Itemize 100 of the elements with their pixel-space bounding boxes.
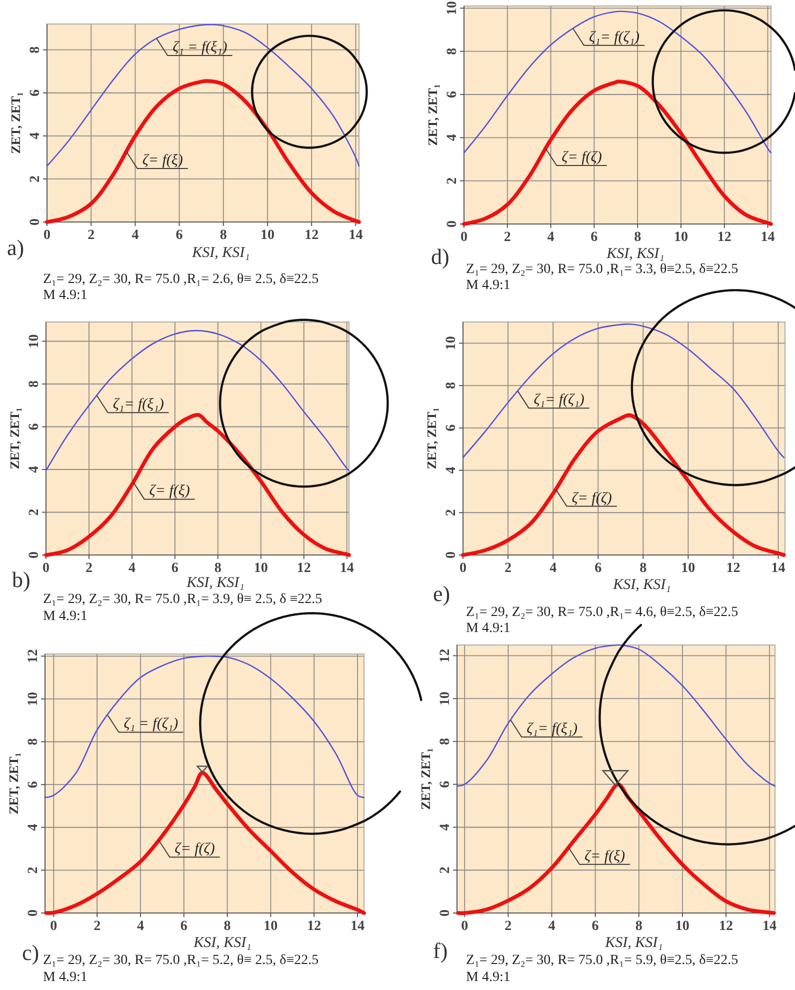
x-tick-label: 2 <box>85 560 92 576</box>
x-tick-label: 4 <box>128 560 136 576</box>
x-tick-label: 2 <box>504 230 511 245</box>
x-tick-label: 8 <box>224 918 231 934</box>
y-tick-label: 2 <box>444 509 459 516</box>
text: Z₁= 29, Z₂= 30, R= 75.0 ,R₁= 5.9, θ≡2.5, δ≡22.5 <box>466 953 738 968</box>
text: b) <box>12 567 30 592</box>
x-tick-label: 14 <box>771 560 786 576</box>
x-tick-label: 12 <box>296 560 311 576</box>
series-label: ζ₁ = f(ζ₁) <box>124 716 178 732</box>
series-label: ζ= f(ξ) <box>142 152 183 169</box>
y-tick-label: 10 <box>26 692 41 706</box>
text: M 4.9:1 <box>43 288 88 303</box>
x-tick-label: 2 <box>88 228 95 243</box>
x-tick-label: 14 <box>340 560 354 576</box>
series-label: ζ₁= f(ξ₁) <box>526 721 578 738</box>
x-tick-label: 14 <box>350 918 364 934</box>
text: c) <box>22 940 40 965</box>
series-label: ζ₁= f(ξ₁) <box>112 396 164 413</box>
y-tick-label: 0 <box>26 910 41 916</box>
x-axis-title: KSI, KSI₁ <box>612 577 671 593</box>
x-tick-label: 6 <box>590 230 598 245</box>
series-label: ζ₁= f(ζ₁) <box>534 392 584 408</box>
x-tick-label: 14 <box>348 228 363 243</box>
y-tick-label: 2 <box>27 508 42 516</box>
x-tick-label: 8 <box>634 230 642 245</box>
text: a) <box>7 235 24 260</box>
y-axis-title: ZET, ZET₁ <box>424 408 439 470</box>
series-label: ζ= f(ξ) <box>149 483 190 500</box>
series-label: ζ= f(ζ) <box>572 490 612 506</box>
x-tick-label: 2 <box>504 560 512 576</box>
text: M 4.9:1 <box>43 970 88 985</box>
x-tick-label: 12 <box>304 228 319 243</box>
x-tick-label: 10 <box>260 228 274 243</box>
x-tick-label: 6 <box>171 560 178 576</box>
x-axis-title: KSI, KSI₁ <box>604 935 663 951</box>
y-tick-label: 10 <box>27 334 42 348</box>
x-tick-label: 8 <box>220 228 227 243</box>
x-tick-label: 4 <box>132 228 139 243</box>
x-axis-title: KSI, KSI₁ <box>606 246 664 262</box>
y-tick-label: 8 <box>26 738 41 746</box>
y-tick-label: 10 <box>444 336 459 350</box>
text: Z₁= 29, Z₂= 30, R= 75.0 ,R₁= 3.3, θ≡2.5, δ≡22.5 <box>466 262 738 277</box>
x-tick-label: 8 <box>640 560 647 576</box>
y-tick-label: 8 <box>27 380 42 388</box>
y-tick-label: 6 <box>26 781 41 788</box>
y-tick-label: 12 <box>438 648 453 663</box>
y-tick-label: 0 <box>444 552 459 558</box>
y-tick-label: 6 <box>445 90 460 98</box>
x-tick-label: 4 <box>547 230 554 245</box>
x-tick-label: 12 <box>717 230 732 245</box>
y-tick-label: 6 <box>28 89 43 96</box>
y-tick-label: 8 <box>28 46 43 54</box>
y-tick-label: 2 <box>28 175 43 182</box>
text: f) <box>433 938 448 963</box>
y-tick-label: 8 <box>445 48 460 55</box>
x-tick-label: 0 <box>50 918 58 934</box>
x-tick-label: 8 <box>635 918 642 934</box>
x-tick-label: 6 <box>594 560 602 576</box>
x-tick-label: 6 <box>180 918 188 934</box>
text: M 4.9:1 <box>466 621 510 636</box>
x-tick-label: 10 <box>681 560 696 576</box>
text: M 4.9:1 <box>43 609 88 624</box>
x-tick-label: 4 <box>136 918 144 934</box>
y-tick-label: 2 <box>445 177 460 184</box>
y-tick-label: 4 <box>445 134 460 142</box>
x-tick-label: 10 <box>675 918 690 934</box>
y-tick-label: 0 <box>445 220 460 228</box>
x-tick-label: 12 <box>726 560 740 576</box>
x-tick-label: 10 <box>674 230 688 245</box>
y-tick-label: 10 <box>445 1 460 16</box>
text: e) <box>433 581 450 606</box>
text: d) <box>431 244 450 269</box>
y-tick-label: 2 <box>438 866 453 874</box>
x-tick-label: 12 <box>718 918 733 934</box>
y-tick-label: 2 <box>26 866 41 874</box>
y-tick-label: 4 <box>26 824 41 831</box>
text: M 4.9:1 <box>466 278 510 293</box>
x-tick-label: 4 <box>550 560 557 576</box>
y-tick-label: 0 <box>438 910 453 916</box>
x-axis-title: KSI, KSI₁ <box>191 245 250 261</box>
y-tick-label: 6 <box>438 780 453 788</box>
y-axis-title: ZET, ZET₁ <box>425 84 440 146</box>
text: M 4.9:1 <box>466 970 510 985</box>
y-tick-label: 0 <box>27 552 42 558</box>
y-axis-title: ZET, ZET₁ <box>7 408 22 470</box>
y-tick-label: 8 <box>438 738 453 745</box>
x-tick-label: 6 <box>592 918 599 934</box>
y-tick-label: 12 <box>26 649 41 664</box>
x-tick-label: 10 <box>254 560 268 576</box>
x-tick-label: 14 <box>762 918 777 934</box>
y-tick-label: 0 <box>28 218 43 226</box>
y-tick-label: 8 <box>444 382 459 390</box>
y-tick-label: 4 <box>28 132 43 140</box>
y-tick-label: 4 <box>444 466 459 474</box>
x-tick-label: 8 <box>214 560 222 576</box>
x-axis-title: KSI, KSI₁ <box>192 935 252 951</box>
text: Z₁= 29, Z₂= 30, R= 75.0 ,R₁= 3.9, θ≡ 2.5, δ ≡22.5 <box>43 592 322 607</box>
y-tick-label: 10 <box>438 692 453 706</box>
x-tick-label: 6 <box>176 228 183 243</box>
